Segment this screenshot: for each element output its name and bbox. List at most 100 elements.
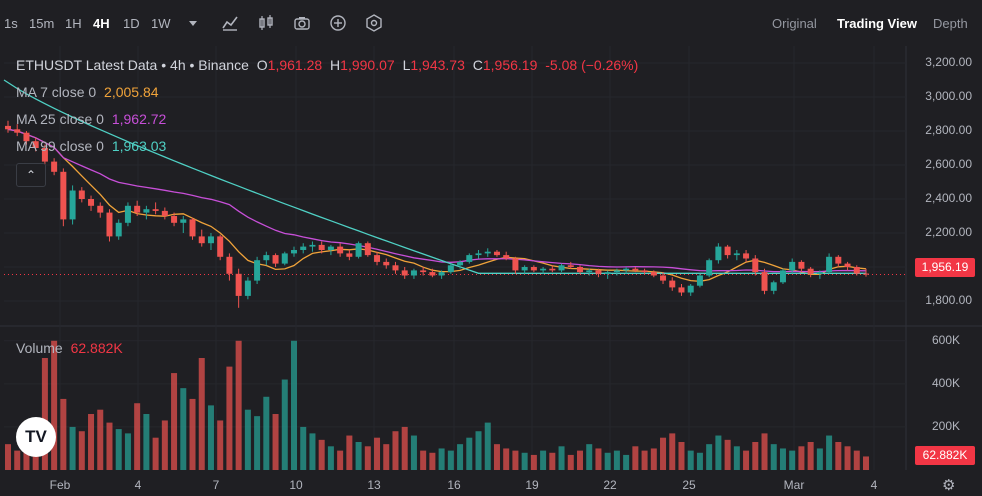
candle-body	[540, 268, 547, 271]
indicator-chart-icon[interactable]	[221, 14, 239, 32]
candle-body	[254, 260, 261, 281]
volume-bar	[595, 448, 602, 470]
volume-bar	[613, 450, 620, 470]
volume-bar	[687, 450, 694, 470]
volume-bar	[217, 420, 224, 470]
candle-body	[207, 236, 214, 244]
timeframe-1w[interactable]: 1W	[151, 16, 171, 31]
candle-body	[189, 219, 196, 237]
candle-body	[567, 265, 574, 267]
candle-body	[678, 287, 685, 293]
dropdown-icon[interactable]	[185, 15, 203, 33]
volume-bar	[604, 452, 611, 470]
candle-body	[706, 260, 713, 276]
volume-bar	[180, 388, 187, 470]
candle-body	[669, 280, 676, 288]
price-axis-label: 2,200.00	[925, 225, 972, 239]
candle-body	[632, 268, 639, 271]
candle-body	[826, 256, 833, 273]
volume-bar	[161, 420, 168, 470]
current-price-tag: 1,956.19	[915, 258, 975, 277]
candle-body	[88, 199, 95, 206]
candle-type-icon[interactable]	[257, 14, 275, 32]
candle-body	[789, 261, 796, 271]
candle-body	[337, 246, 344, 254]
volume-bar	[410, 435, 417, 470]
time-axis-label: 10	[289, 478, 303, 492]
timeframe-1d[interactable]: 1D	[123, 16, 140, 31]
gear-icon[interactable]: ⚙	[942, 477, 956, 494]
volume-bar	[475, 431, 482, 470]
candle-body	[346, 253, 353, 257]
ma7-label: MA 7 close 0	[16, 84, 97, 100]
candle-body	[198, 236, 205, 244]
candle-body	[733, 253, 740, 256]
volume-bar	[226, 366, 233, 470]
time-axis-label: Feb	[49, 478, 71, 492]
view-original[interactable]: Original	[772, 16, 817, 31]
volume-bar	[512, 450, 519, 470]
settings-hex-icon[interactable]	[365, 14, 383, 32]
volume-bar	[374, 437, 381, 470]
camera-icon[interactable]	[293, 14, 311, 32]
volume-bar	[770, 444, 777, 470]
candle-body	[549, 268, 556, 271]
tradingview-logo[interactable]: TV	[16, 417, 56, 457]
candle-body	[291, 250, 297, 254]
volume-bar	[503, 448, 510, 470]
volume-legend: Volume 62.882K	[16, 340, 123, 356]
volume-bar	[696, 452, 703, 470]
volume-bar	[586, 444, 593, 470]
price-axis-label: 2,800.00	[925, 123, 972, 137]
volume-bar	[41, 358, 48, 470]
volume-bar	[263, 396, 270, 470]
candle-body	[263, 255, 270, 261]
volume-bar	[779, 448, 786, 470]
candle-body	[60, 171, 67, 220]
volume-bar	[789, 450, 796, 470]
timeframe-1h[interactable]: 1H	[65, 16, 82, 31]
volume-bar	[798, 446, 805, 470]
volume-bar	[853, 450, 860, 470]
volume-bar	[14, 450, 21, 470]
collapse-legend-button[interactable]: ⌃	[16, 163, 46, 187]
candle-body	[300, 246, 307, 250]
timeframe-15m[interactable]: 15m	[29, 16, 55, 31]
volume-bar	[401, 426, 408, 470]
candle-body	[41, 148, 48, 162]
view-depth[interactable]: Depth	[933, 16, 968, 31]
ma99-legend: MA 99 close 0 1,963.03	[16, 138, 170, 154]
candle-body	[586, 270, 593, 273]
high-label: H	[330, 57, 341, 73]
timeframe-1s[interactable]: 1s	[4, 16, 18, 31]
time-axis-label: 25	[682, 478, 696, 492]
add-icon[interactable]	[329, 14, 347, 32]
candle-body	[134, 205, 141, 213]
time-axis-label: 13	[367, 478, 381, 492]
candle-body	[244, 280, 251, 296]
volume-bar	[761, 433, 768, 470]
volume-bar	[623, 454, 630, 470]
view-trading-view[interactable]: Trading View	[837, 16, 917, 31]
price-axis-label: 1,800.00	[925, 293, 972, 307]
volume-bar	[844, 446, 851, 470]
volume-bar	[207, 405, 214, 470]
candle-body	[78, 190, 85, 199]
candle-body	[798, 261, 805, 269]
timeframe-4h[interactable]: 4H	[93, 16, 110, 31]
volume-bar	[346, 435, 353, 470]
volume-bar	[327, 446, 334, 470]
candle-body	[374, 255, 381, 262]
time-axis-label: Mar	[783, 478, 805, 492]
candle-body	[438, 272, 445, 276]
ma99-line	[3, 79, 866, 274]
ma7-value: 2,005.84	[104, 84, 159, 100]
candle-body	[844, 263, 851, 267]
volume-bar	[134, 403, 141, 470]
candle-body	[143, 209, 150, 213]
candle-body	[364, 243, 371, 256]
candle-body	[161, 210, 168, 216]
candle-body	[724, 246, 731, 256]
volume-bar	[826, 435, 833, 470]
